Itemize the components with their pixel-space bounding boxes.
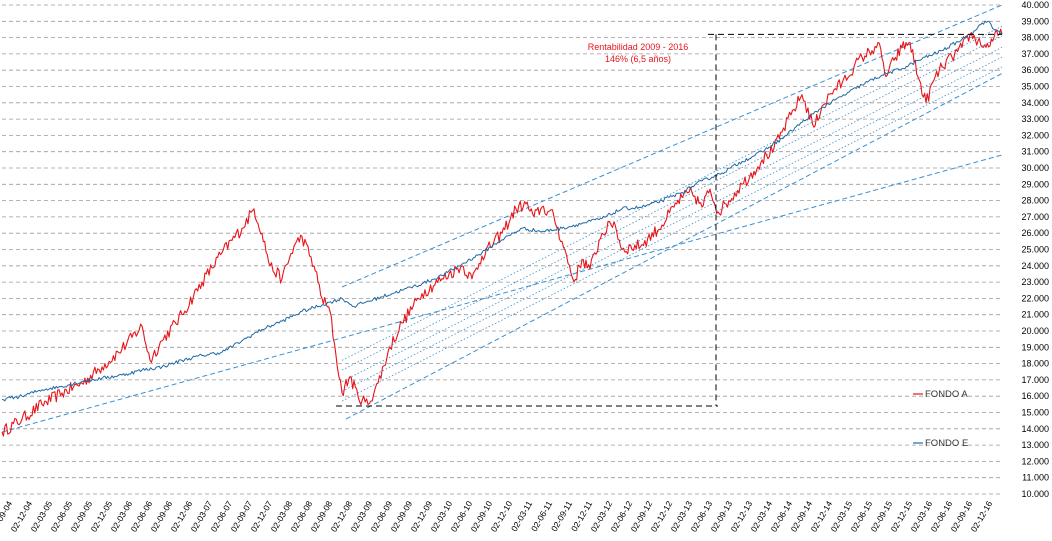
y-tick-label: 10.000 — [1021, 489, 1049, 499]
y-tick-label: 35.000 — [1021, 82, 1049, 92]
series-line-fondo-e — [1, 20, 1003, 402]
x-axis-tick-labels: 02-09-0402-12-0402-03-0502-06-0502-09-05… — [0, 499, 994, 534]
channel-line — [341, 47, 1003, 382]
return-annotation: Rentabilidad 2009 - 2016 146% (6,5 años) — [336, 33, 1002, 407]
trend-channel-lines — [1, 4, 1003, 433]
y-tick-label: 36.000 — [1021, 65, 1049, 75]
y-tick-label: 24.000 — [1021, 261, 1049, 271]
y-tick-label: 17.000 — [1021, 375, 1049, 385]
y-tick-label: 11.000 — [1022, 473, 1049, 483]
annotation-line-2: 146% (6,5 años) — [605, 54, 671, 64]
y-tick-label: 28.000 — [1021, 196, 1049, 206]
y-tick-label: 30.000 — [1021, 163, 1049, 173]
legend-label-fondo-e: FONDO E — [925, 438, 968, 449]
y-tick-label: 33.000 — [1021, 114, 1049, 124]
channel-line — [341, 35, 1003, 371]
legend-label-fondo-a: FONDO A — [925, 389, 968, 400]
y-tick-label: 12.000 — [1021, 456, 1049, 466]
annotation-line-1: Rentabilidad 2009 - 2016 — [588, 42, 689, 52]
y-tick-label: 32.000 — [1021, 130, 1049, 140]
channel-line — [341, 56, 1003, 392]
y-tick-label: 40.000 — [1021, 0, 1049, 10]
legend: FONDO A FONDO E — [913, 389, 968, 449]
y-tick-label: 25.000 — [1021, 245, 1049, 255]
y-tick-label: 20.000 — [1021, 326, 1049, 336]
y-tick-label: 38.000 — [1021, 33, 1049, 43]
y-tick-label: 16.000 — [1021, 391, 1049, 401]
y-tick-label: 22.000 — [1021, 293, 1049, 303]
y-tick-label: 27.000 — [1021, 212, 1049, 222]
channel-line — [341, 25, 1003, 361]
y-tick-label: 14.000 — [1021, 424, 1049, 434]
y-tick-label: 13.000 — [1021, 440, 1049, 450]
y-tick-label: 19.000 — [1021, 342, 1049, 352]
series-lines — [1, 20, 1003, 437]
series-line-fondo-a — [1, 28, 1003, 437]
horizontal-gridlines — [2, 4, 1002, 495]
y-tick-label: 31.000 — [1021, 147, 1049, 157]
y-tick-label: 26.000 — [1021, 228, 1049, 238]
y-tick-label: 15.000 — [1021, 408, 1049, 418]
y-axis-tick-labels: 10.000 11.000 12.000 13.000 14.000 15.000 16.0… — [1021, 0, 1049, 499]
y-tick-label: 29.000 — [1021, 179, 1049, 189]
channel-line — [1, 154, 1003, 433]
y-tick-label: 23.000 — [1021, 277, 1049, 287]
channel-line — [345, 73, 1003, 420]
y-tick-label: 39.000 — [1021, 16, 1049, 26]
y-tick-label: 34.000 — [1021, 98, 1049, 108]
channel-line — [341, 66, 1003, 402]
y-tick-label: 18.000 — [1021, 359, 1049, 369]
y-tick-label: 21.000 — [1021, 310, 1049, 320]
y-tick-label: 37.000 — [1021, 49, 1049, 59]
